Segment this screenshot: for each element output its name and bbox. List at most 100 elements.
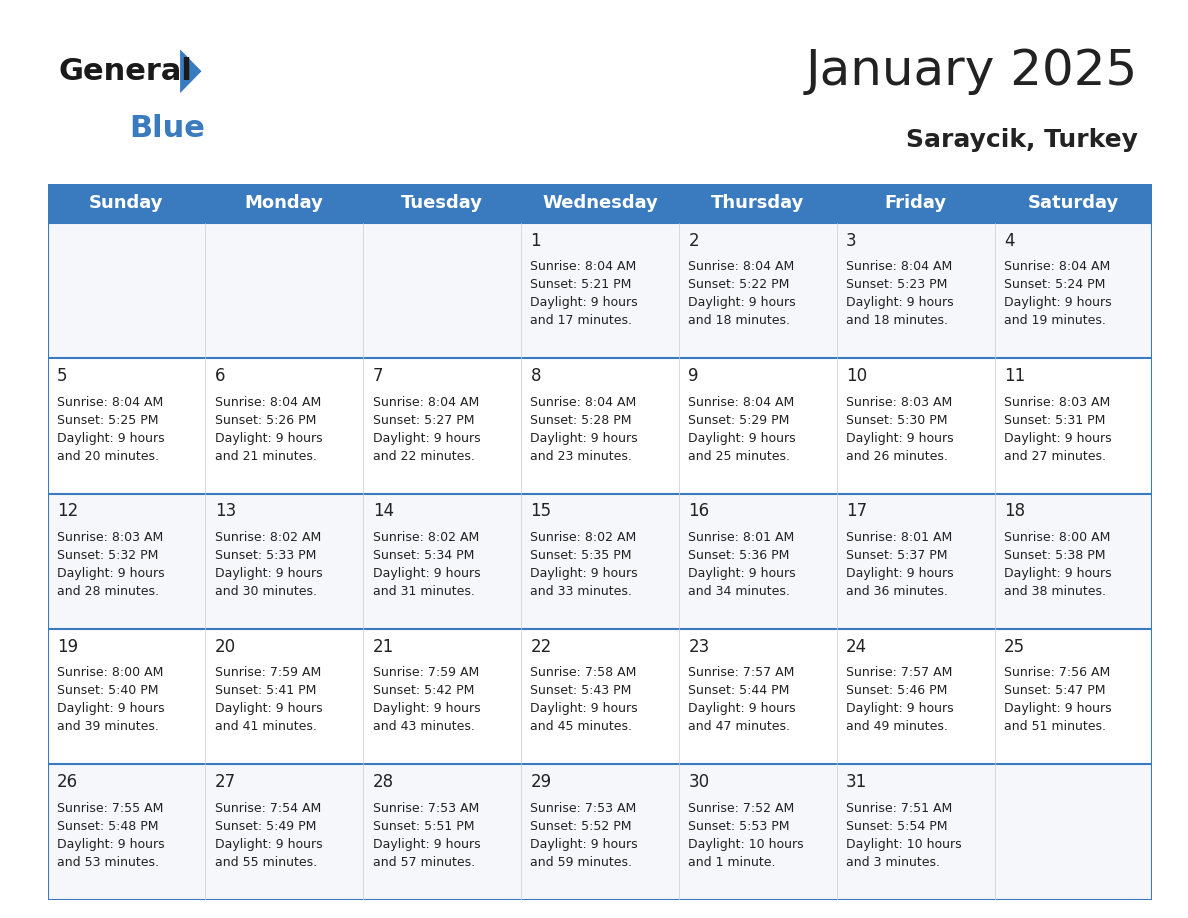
FancyBboxPatch shape	[48, 629, 206, 765]
Text: Monday: Monday	[245, 195, 323, 212]
Text: Sunrise: 8:00 AM
Sunset: 5:40 PM
Daylight: 9 hours
and 39 minutes.: Sunrise: 8:00 AM Sunset: 5:40 PM Dayligh…	[57, 666, 165, 733]
FancyBboxPatch shape	[364, 494, 522, 629]
Text: Sunrise: 7:57 AM
Sunset: 5:44 PM
Daylight: 9 hours
and 47 minutes.: Sunrise: 7:57 AM Sunset: 5:44 PM Dayligh…	[688, 666, 796, 733]
Text: Sunrise: 8:03 AM
Sunset: 5:30 PM
Daylight: 9 hours
and 26 minutes.: Sunrise: 8:03 AM Sunset: 5:30 PM Dayligh…	[846, 396, 954, 463]
FancyBboxPatch shape	[206, 629, 364, 765]
Text: Tuesday: Tuesday	[402, 195, 484, 212]
Text: 19: 19	[57, 638, 78, 655]
FancyBboxPatch shape	[522, 494, 678, 629]
Text: 26: 26	[57, 773, 78, 791]
FancyBboxPatch shape	[836, 223, 994, 358]
Text: Sunrise: 8:02 AM
Sunset: 5:33 PM
Daylight: 9 hours
and 30 minutes.: Sunrise: 8:02 AM Sunset: 5:33 PM Dayligh…	[215, 531, 322, 598]
Polygon shape	[181, 50, 202, 93]
Text: Sunrise: 7:58 AM
Sunset: 5:43 PM
Daylight: 9 hours
and 45 minutes.: Sunrise: 7:58 AM Sunset: 5:43 PM Dayligh…	[531, 666, 638, 733]
Text: Sunrise: 7:57 AM
Sunset: 5:46 PM
Daylight: 9 hours
and 49 minutes.: Sunrise: 7:57 AM Sunset: 5:46 PM Dayligh…	[846, 666, 954, 733]
FancyBboxPatch shape	[364, 629, 522, 765]
Text: Sunday: Sunday	[89, 195, 164, 212]
Text: Saturday: Saturday	[1028, 195, 1119, 212]
Text: 22: 22	[531, 638, 551, 655]
FancyBboxPatch shape	[206, 765, 364, 900]
FancyBboxPatch shape	[678, 494, 836, 629]
FancyBboxPatch shape	[364, 184, 522, 223]
Text: 31: 31	[846, 773, 867, 791]
Text: 23: 23	[688, 638, 709, 655]
Text: 14: 14	[373, 502, 393, 521]
FancyBboxPatch shape	[678, 629, 836, 765]
Text: Sunrise: 7:56 AM
Sunset: 5:47 PM
Daylight: 9 hours
and 51 minutes.: Sunrise: 7:56 AM Sunset: 5:47 PM Dayligh…	[1004, 666, 1112, 733]
FancyBboxPatch shape	[836, 494, 994, 629]
Text: Sunrise: 8:04 AM
Sunset: 5:26 PM
Daylight: 9 hours
and 21 minutes.: Sunrise: 8:04 AM Sunset: 5:26 PM Dayligh…	[215, 396, 322, 463]
FancyBboxPatch shape	[364, 765, 522, 900]
Text: 20: 20	[215, 638, 236, 655]
Text: Sunrise: 8:01 AM
Sunset: 5:37 PM
Daylight: 9 hours
and 36 minutes.: Sunrise: 8:01 AM Sunset: 5:37 PM Dayligh…	[846, 531, 954, 598]
Text: 17: 17	[846, 502, 867, 521]
Text: 21: 21	[373, 638, 394, 655]
FancyBboxPatch shape	[994, 358, 1152, 494]
FancyBboxPatch shape	[48, 223, 206, 358]
Text: 7: 7	[373, 367, 384, 385]
Text: 15: 15	[531, 502, 551, 521]
Text: 30: 30	[688, 773, 709, 791]
FancyBboxPatch shape	[994, 494, 1152, 629]
FancyBboxPatch shape	[836, 765, 994, 900]
FancyBboxPatch shape	[522, 765, 678, 900]
Text: Sunrise: 7:59 AM
Sunset: 5:41 PM
Daylight: 9 hours
and 41 minutes.: Sunrise: 7:59 AM Sunset: 5:41 PM Dayligh…	[215, 666, 322, 733]
Text: Sunrise: 8:04 AM
Sunset: 5:24 PM
Daylight: 9 hours
and 19 minutes.: Sunrise: 8:04 AM Sunset: 5:24 PM Dayligh…	[1004, 260, 1112, 327]
Text: Sunrise: 8:04 AM
Sunset: 5:29 PM
Daylight: 9 hours
and 25 minutes.: Sunrise: 8:04 AM Sunset: 5:29 PM Dayligh…	[688, 396, 796, 463]
Text: 12: 12	[57, 502, 78, 521]
FancyBboxPatch shape	[48, 184, 206, 223]
Text: Thursday: Thursday	[712, 195, 804, 212]
FancyBboxPatch shape	[48, 765, 206, 900]
Text: Sunrise: 7:52 AM
Sunset: 5:53 PM
Daylight: 10 hours
and 1 minute.: Sunrise: 7:52 AM Sunset: 5:53 PM Dayligh…	[688, 801, 804, 868]
FancyBboxPatch shape	[994, 184, 1152, 223]
Text: Sunrise: 8:03 AM
Sunset: 5:31 PM
Daylight: 9 hours
and 27 minutes.: Sunrise: 8:03 AM Sunset: 5:31 PM Dayligh…	[1004, 396, 1112, 463]
Text: Sunrise: 8:00 AM
Sunset: 5:38 PM
Daylight: 9 hours
and 38 minutes.: Sunrise: 8:00 AM Sunset: 5:38 PM Dayligh…	[1004, 531, 1112, 598]
Text: Sunrise: 7:55 AM
Sunset: 5:48 PM
Daylight: 9 hours
and 53 minutes.: Sunrise: 7:55 AM Sunset: 5:48 PM Dayligh…	[57, 801, 165, 868]
Text: Sunrise: 8:01 AM
Sunset: 5:36 PM
Daylight: 9 hours
and 34 minutes.: Sunrise: 8:01 AM Sunset: 5:36 PM Dayligh…	[688, 531, 796, 598]
Text: 5: 5	[57, 367, 68, 385]
FancyBboxPatch shape	[836, 629, 994, 765]
Text: Sunrise: 8:04 AM
Sunset: 5:25 PM
Daylight: 9 hours
and 20 minutes.: Sunrise: 8:04 AM Sunset: 5:25 PM Dayligh…	[57, 396, 165, 463]
FancyBboxPatch shape	[48, 494, 206, 629]
Text: 10: 10	[846, 367, 867, 385]
FancyBboxPatch shape	[522, 358, 678, 494]
Text: Sunrise: 8:03 AM
Sunset: 5:32 PM
Daylight: 9 hours
and 28 minutes.: Sunrise: 8:03 AM Sunset: 5:32 PM Dayligh…	[57, 531, 165, 598]
Text: 16: 16	[688, 502, 709, 521]
Text: Wednesday: Wednesday	[542, 195, 658, 212]
Text: 11: 11	[1004, 367, 1025, 385]
Text: Saraycik, Turkey: Saraycik, Turkey	[905, 128, 1138, 151]
FancyBboxPatch shape	[994, 223, 1152, 358]
Text: 4: 4	[1004, 231, 1015, 250]
FancyBboxPatch shape	[994, 765, 1152, 900]
Text: Sunrise: 8:04 AM
Sunset: 5:22 PM
Daylight: 9 hours
and 18 minutes.: Sunrise: 8:04 AM Sunset: 5:22 PM Dayligh…	[688, 260, 796, 327]
Text: 28: 28	[373, 773, 393, 791]
Text: 18: 18	[1004, 502, 1025, 521]
Text: 13: 13	[215, 502, 236, 521]
Text: 27: 27	[215, 773, 236, 791]
Text: 2: 2	[688, 231, 699, 250]
FancyBboxPatch shape	[364, 358, 522, 494]
Text: Sunrise: 8:02 AM
Sunset: 5:35 PM
Daylight: 9 hours
and 33 minutes.: Sunrise: 8:02 AM Sunset: 5:35 PM Dayligh…	[531, 531, 638, 598]
Text: Sunrise: 7:59 AM
Sunset: 5:42 PM
Daylight: 9 hours
and 43 minutes.: Sunrise: 7:59 AM Sunset: 5:42 PM Dayligh…	[373, 666, 480, 733]
FancyBboxPatch shape	[678, 358, 836, 494]
Text: Friday: Friday	[885, 195, 947, 212]
Text: Sunrise: 8:04 AM
Sunset: 5:23 PM
Daylight: 9 hours
and 18 minutes.: Sunrise: 8:04 AM Sunset: 5:23 PM Dayligh…	[846, 260, 954, 327]
Text: 1: 1	[531, 231, 541, 250]
FancyBboxPatch shape	[206, 184, 364, 223]
Text: Blue: Blue	[128, 115, 204, 143]
Text: Sunrise: 8:04 AM
Sunset: 5:21 PM
Daylight: 9 hours
and 17 minutes.: Sunrise: 8:04 AM Sunset: 5:21 PM Dayligh…	[531, 260, 638, 327]
Text: January 2025: January 2025	[805, 47, 1138, 95]
Text: 29: 29	[531, 773, 551, 791]
FancyBboxPatch shape	[678, 184, 836, 223]
Text: 3: 3	[846, 231, 857, 250]
Text: Sunrise: 8:04 AM
Sunset: 5:28 PM
Daylight: 9 hours
and 23 minutes.: Sunrise: 8:04 AM Sunset: 5:28 PM Dayligh…	[531, 396, 638, 463]
FancyBboxPatch shape	[206, 223, 364, 358]
FancyBboxPatch shape	[206, 494, 364, 629]
FancyBboxPatch shape	[364, 223, 522, 358]
FancyBboxPatch shape	[678, 765, 836, 900]
Text: Sunrise: 7:53 AM
Sunset: 5:52 PM
Daylight: 9 hours
and 59 minutes.: Sunrise: 7:53 AM Sunset: 5:52 PM Dayligh…	[531, 801, 638, 868]
Text: 24: 24	[846, 638, 867, 655]
Text: Sunrise: 7:51 AM
Sunset: 5:54 PM
Daylight: 10 hours
and 3 minutes.: Sunrise: 7:51 AM Sunset: 5:54 PM Dayligh…	[846, 801, 962, 868]
FancyBboxPatch shape	[836, 358, 994, 494]
FancyBboxPatch shape	[522, 223, 678, 358]
